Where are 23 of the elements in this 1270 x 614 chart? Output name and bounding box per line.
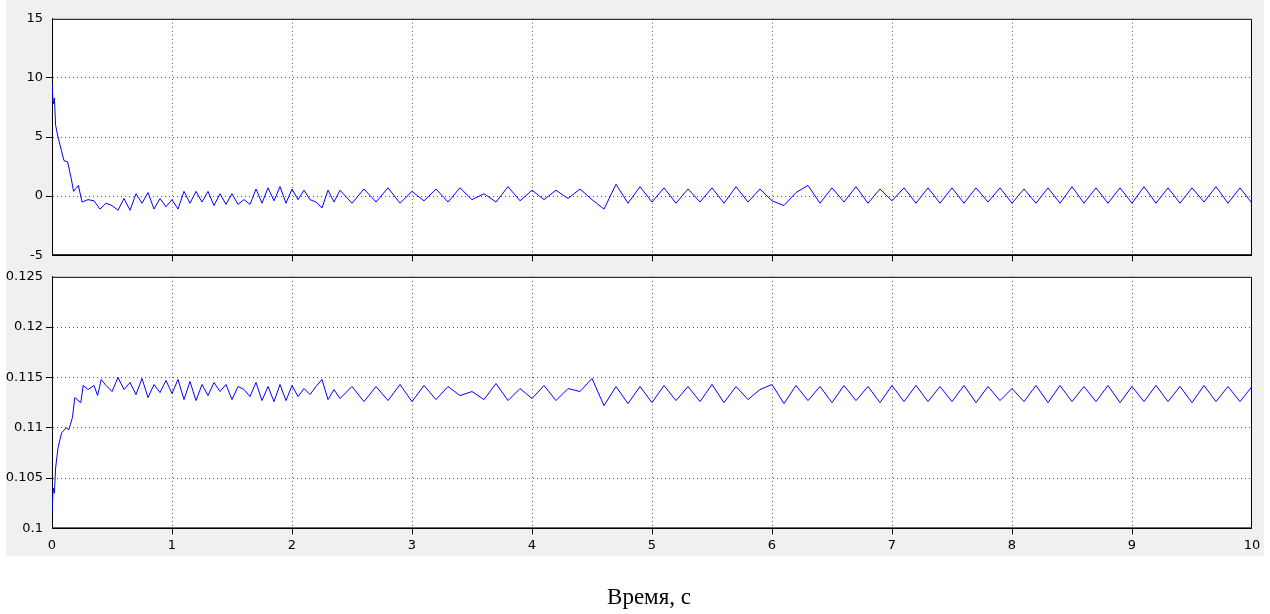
y-tick-label: 0.12 [14,318,43,334]
x-tick-label: 3 [407,536,417,552]
x-tick-label: 0 [47,536,57,552]
x-tick-label: 6 [767,536,777,552]
x-tick-label: 9 [1127,536,1137,552]
y-tick-label: 0.125 [5,268,43,284]
y-tick-label: 0.1 [22,519,43,535]
x-tick-label: 1 [167,536,177,552]
y-tick-label: -5 [30,246,43,262]
y-tick-label: 15 [26,10,43,26]
x-axis-title: Время, с [606,584,692,610]
x-tick-label: 7 [887,536,897,552]
x-tick-label: 10 [1243,536,1261,552]
x-tick-label: 8 [1007,536,1017,552]
y-tick-label: 0.11 [14,419,43,435]
y-tick-label: 10 [26,69,43,85]
x-tick-label: 2 [287,536,297,552]
y-tick-label: 0.115 [5,368,43,384]
x-tick-label: 4 [527,536,537,552]
y-tick-label: 5 [34,128,43,144]
y-tick-label: 0 [34,187,43,203]
x-tick-label: 5 [647,536,657,552]
y-tick-label: 0.105 [5,469,43,485]
